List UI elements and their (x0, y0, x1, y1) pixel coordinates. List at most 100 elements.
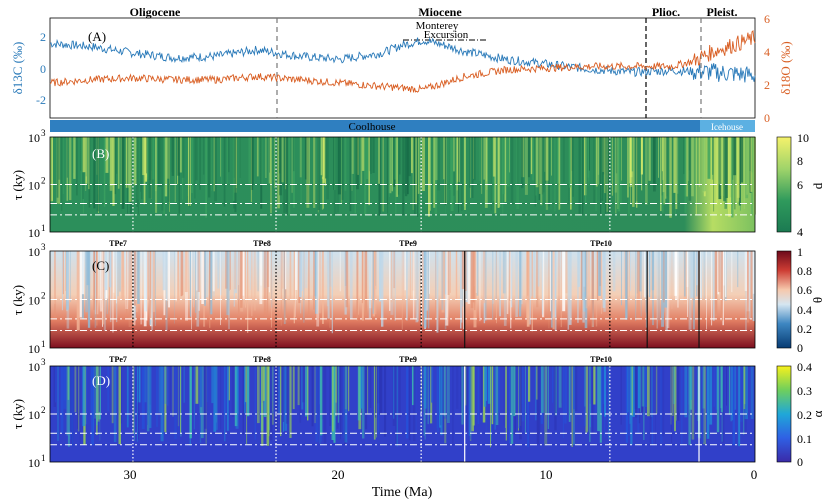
heatmap-stripe (595, 137, 598, 187)
heatmap-stripe (214, 137, 217, 202)
heatmap-stripe (96, 366, 98, 426)
heatmap-stripe (228, 366, 230, 401)
heatmap-stripe (728, 137, 731, 217)
monterey-label: Monterey (416, 20, 459, 32)
panel-d: (D) TPe7 TPe8 TPe9 TPe10 (49, 355, 756, 463)
heatmap-stripe (461, 366, 464, 425)
heatmap-stripe (375, 251, 377, 286)
heatmap-stripe (70, 251, 71, 302)
heatmap-stripe (661, 137, 663, 172)
heatmap-stripe (50, 137, 52, 204)
heatmap-stripe (651, 251, 655, 291)
heatmap-stripe (313, 137, 316, 208)
heatmap-stripe (527, 366, 529, 448)
heatmap-stripe (94, 366, 96, 419)
heatmap-stripe (396, 366, 398, 447)
tau-tick-exponent: 2 (41, 291, 46, 301)
heatmap-stripe (485, 366, 487, 401)
heatmap-stripe (585, 251, 588, 309)
heatmap-stripe (585, 366, 588, 433)
heatmap-stripe (696, 137, 698, 187)
heatmap-stripe (498, 366, 500, 414)
heatmap-stripe (531, 251, 533, 332)
heatmap-stripe (213, 366, 217, 432)
heatmap-stripe (536, 366, 538, 400)
heatmap-stripe (109, 251, 112, 288)
heatmap-stripe (468, 366, 472, 436)
heatmap-stripe (131, 251, 133, 321)
heatmap-stripe (211, 137, 212, 191)
heatmap-stripe (686, 251, 689, 288)
heatmap-stripe (744, 251, 748, 291)
heatmap-stripe (670, 366, 674, 416)
heatmap-stripe (600, 137, 602, 215)
heatmap-stripe (456, 366, 459, 409)
heatmap-stripe (215, 366, 217, 423)
heatmap-stripe (601, 251, 603, 314)
heatmap-stripe (306, 137, 310, 208)
heatmap-stripe (600, 366, 603, 414)
d18o-series-line (49, 29, 756, 93)
heatmap-stripe (111, 366, 114, 424)
heatmap-stripe (399, 137, 401, 175)
heatmap-stripe (645, 137, 648, 205)
heatmap-stripe (645, 251, 647, 313)
heatmap-stripe (602, 366, 605, 404)
heatmap-stripe (408, 137, 411, 177)
heatmap-stripe (85, 137, 87, 191)
x-axis: 30 20 10 0 Time (Ma) (124, 467, 758, 500)
heatmap-stripe (283, 137, 286, 214)
heatmap-stripe (683, 137, 685, 175)
heatmap-stripe (268, 251, 270, 293)
heatmap-stripe (538, 137, 541, 194)
heatmap-stripe (484, 251, 487, 321)
heatmap-stripe (247, 251, 249, 333)
heatmap-stripe (570, 137, 572, 210)
heatmap-stripe (717, 251, 719, 295)
heatmap-stripe (295, 251, 298, 290)
heatmap-stripe (118, 366, 121, 445)
tau-tick-label: 10 (28, 294, 40, 308)
heatmap-stripe (146, 137, 147, 174)
cb-b-label: d (810, 182, 825, 189)
heatmap-stripe (615, 137, 617, 214)
cb-b-tick-6: 6 (797, 178, 803, 192)
heatmap-stripe (56, 137, 59, 198)
heatmap-stripe (674, 251, 677, 296)
heatmap-stripe (146, 366, 148, 425)
heatmap-stripe (677, 137, 679, 194)
heatmap-stripe (361, 137, 365, 171)
heatmap-stripe (164, 366, 167, 433)
panel-a: (A) Oligocene Miocene Plioc. Pleist. Mon… (10, 5, 793, 125)
heatmap-stripe (536, 251, 539, 308)
heatmap-stripe (270, 137, 272, 214)
heatmap-stripe (364, 251, 368, 315)
heatmap-stripe (293, 251, 295, 324)
epoch-pliocene: Plioc. (652, 5, 680, 19)
heatmap-stripe (263, 366, 267, 417)
heatmap-stripe (517, 137, 519, 187)
heatmap-stripe (285, 137, 287, 190)
ytick-left-neg2: -2 (36, 93, 46, 107)
heatmap-stripe (234, 137, 237, 213)
heatmap-stripe (376, 366, 377, 438)
heatmap-stripe (323, 137, 324, 209)
heatmap-stripe (294, 251, 296, 318)
heatmap-stripe (285, 137, 287, 213)
heatmap-stripe (333, 366, 336, 443)
heatmap-stripe (597, 251, 599, 301)
d13c-series-line (49, 37, 756, 83)
heatmap-stripe (245, 251, 246, 308)
heatmap-stripe (141, 137, 143, 200)
heatmap-stripe (503, 366, 505, 426)
heatmap-stripe (725, 251, 727, 298)
heatmap-stripe (149, 251, 152, 319)
heatmap-stripe (171, 137, 174, 173)
heatmap-stripe (637, 366, 641, 409)
heatmap-stripe (279, 137, 282, 174)
heatmap-stripe (703, 251, 705, 300)
heatmap-stripe (428, 137, 430, 217)
heatmap-stripe (373, 251, 375, 298)
heatmap-stripe (180, 251, 183, 297)
heatmap-stripe (256, 137, 259, 177)
